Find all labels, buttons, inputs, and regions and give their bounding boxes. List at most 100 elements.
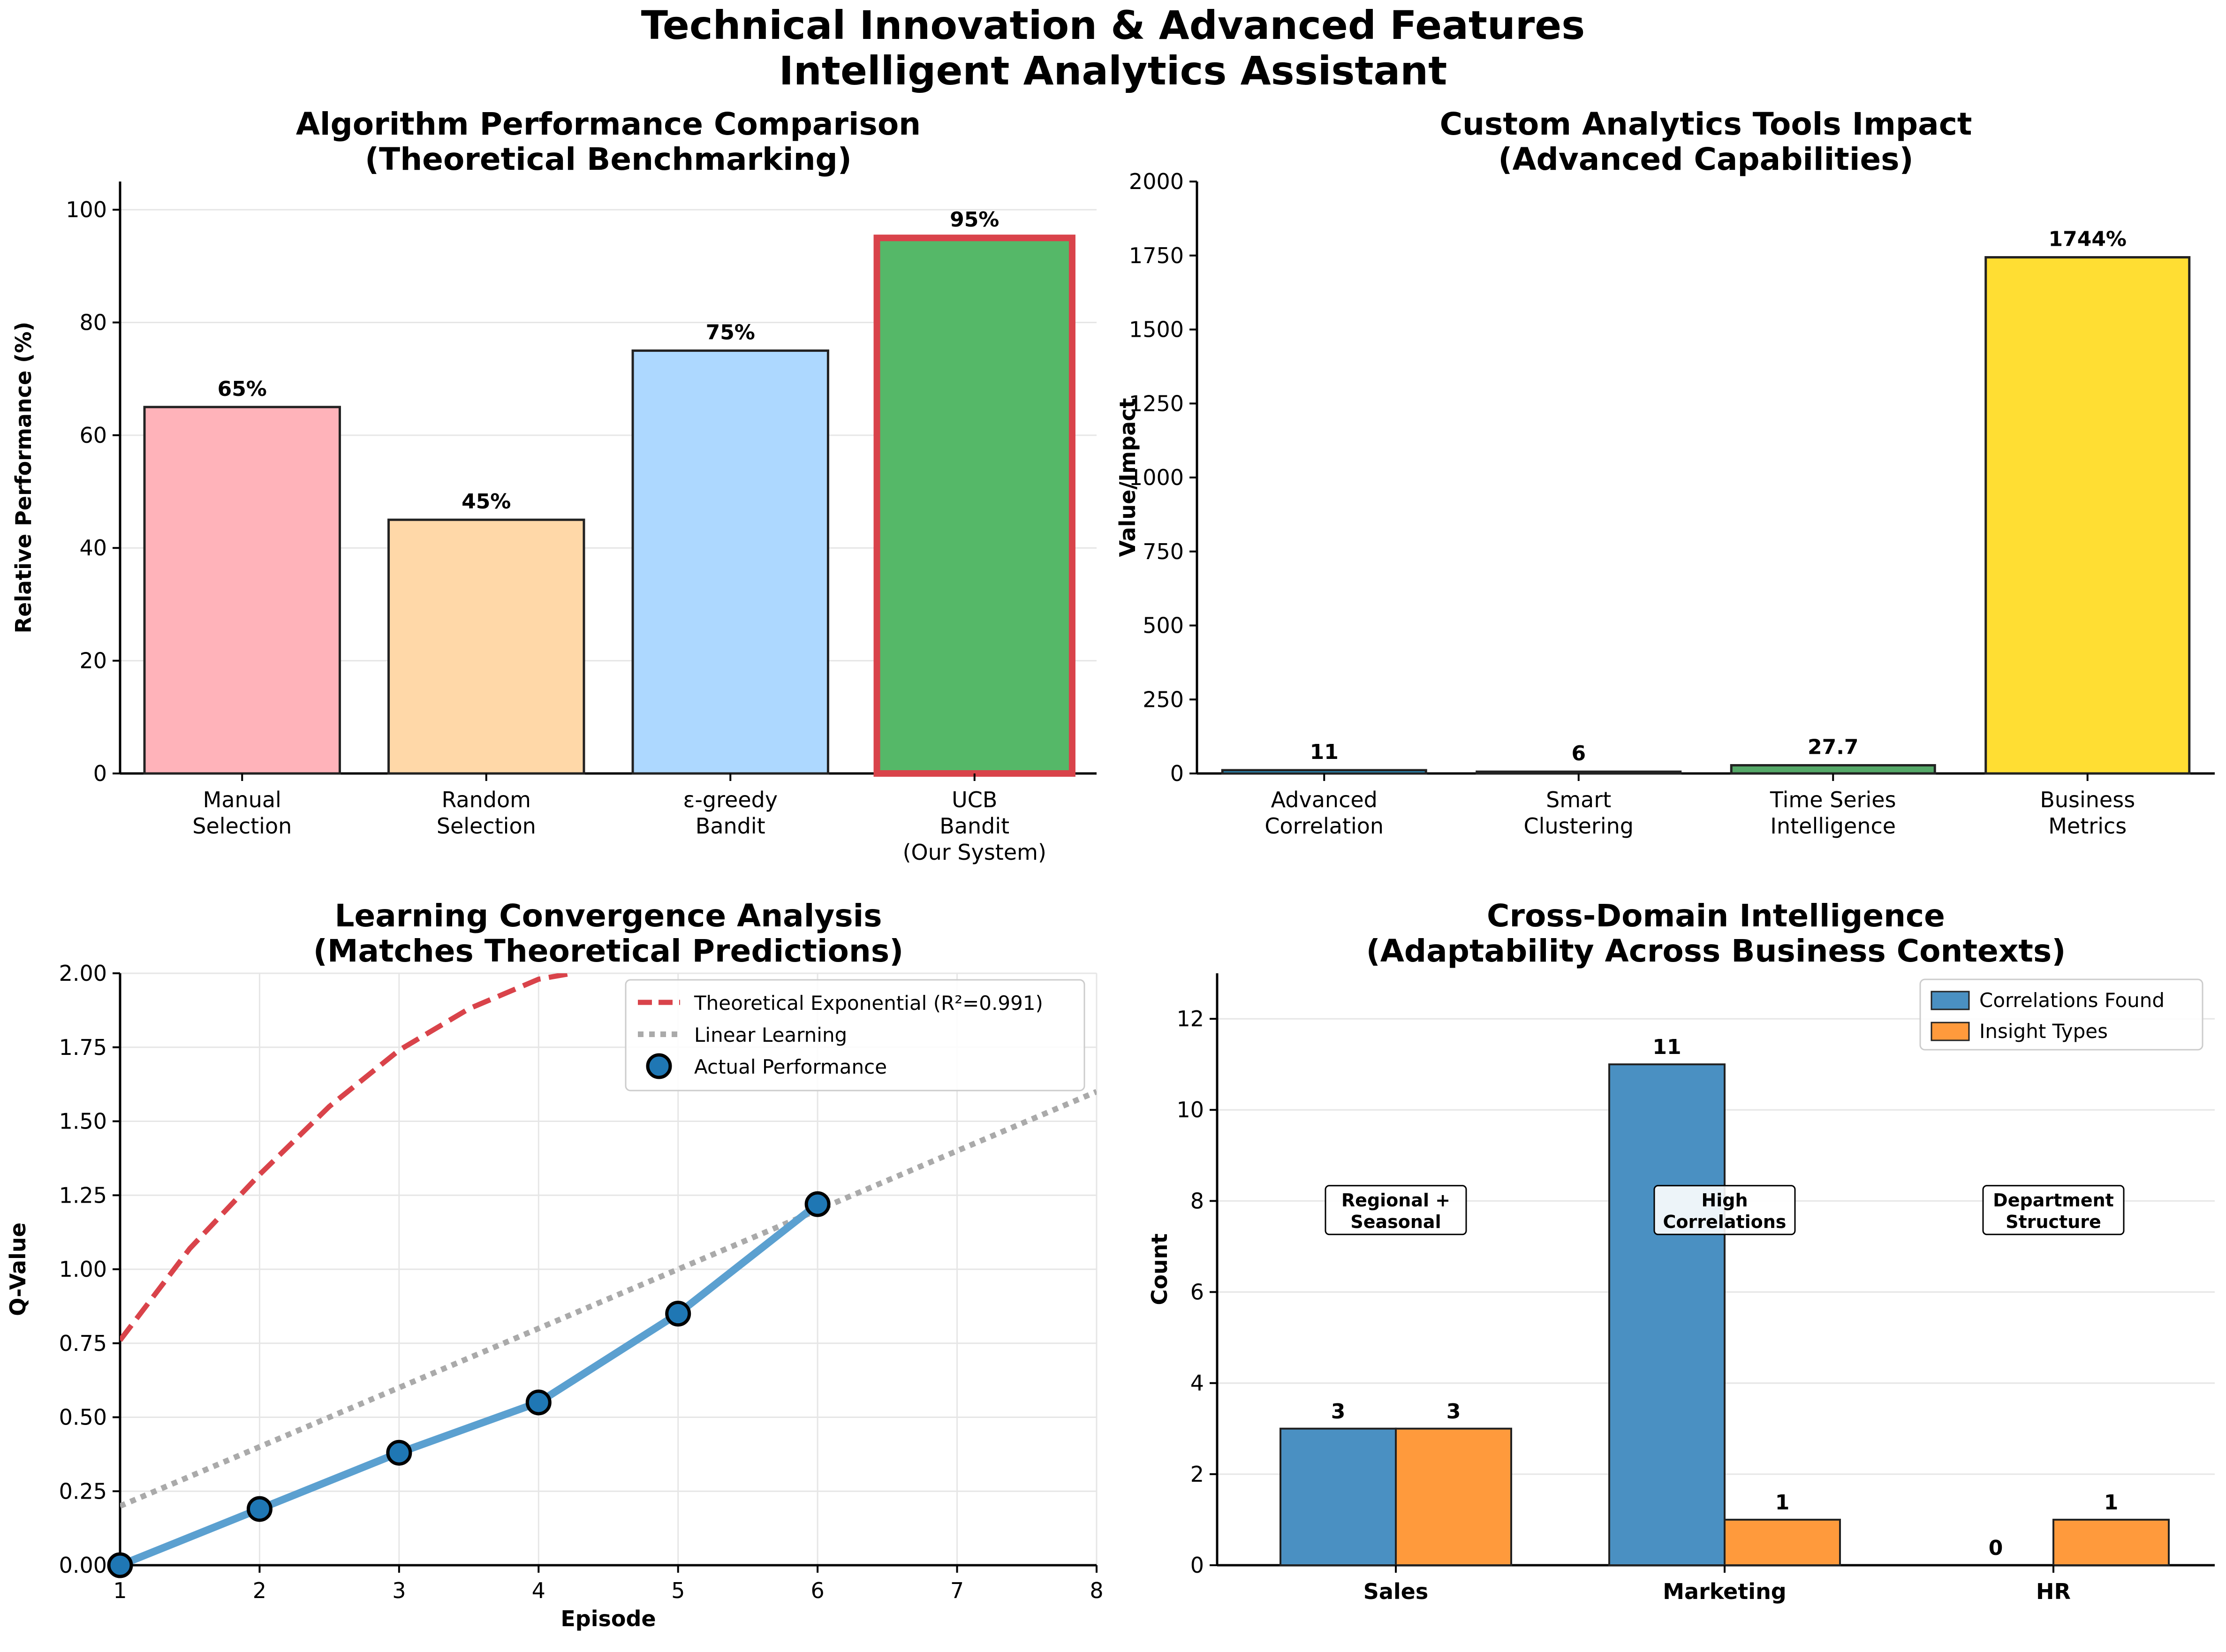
chart-subtitle: (Matches Theoretical Predictions) bbox=[313, 933, 904, 969]
y-tick-label: 60 bbox=[79, 423, 107, 448]
bar bbox=[873, 235, 1075, 777]
x-tick-label: Random bbox=[442, 787, 531, 812]
x-tick-label: UCB bbox=[952, 787, 997, 812]
legend-label: Insight Types bbox=[1979, 1020, 2108, 1043]
y-tick-label: 0 bbox=[93, 761, 107, 786]
y-tick-label: 750 bbox=[1143, 539, 1184, 564]
actual-performance-point bbox=[665, 1301, 691, 1327]
linear-learning-line bbox=[120, 1089, 1097, 1509]
bar-value-label: 27.7 bbox=[1808, 735, 1859, 759]
plot-area bbox=[120, 973, 1097, 1565]
bar bbox=[1608, 1063, 1726, 1566]
chart-title: Learning Convergence Analysis bbox=[334, 898, 882, 934]
bar bbox=[1280, 1427, 1397, 1567]
x-tick-label: Selection bbox=[192, 813, 292, 839]
y-tick-label: 2 bbox=[1190, 1462, 1204, 1487]
bar bbox=[1395, 1427, 1512, 1567]
y-tick-label: 100 bbox=[66, 197, 107, 222]
bar bbox=[1476, 770, 1682, 775]
x-tick-label: Metrics bbox=[2048, 813, 2127, 839]
y-tick-label: 12 bbox=[1176, 1006, 1204, 1031]
bar-value-label: 65% bbox=[218, 377, 267, 401]
x-tick-label: 5 bbox=[671, 1578, 685, 1603]
x-tick-label: Smart bbox=[1546, 787, 1611, 812]
y-tick-label: 80 bbox=[79, 310, 107, 335]
x-tick-label: Time Series bbox=[1770, 787, 1896, 812]
legend-swatch bbox=[1931, 991, 1970, 1010]
bar bbox=[1724, 1518, 1841, 1567]
y-tick-label: 500 bbox=[1143, 613, 1184, 638]
y-tick-label: 1250 bbox=[1129, 391, 1184, 416]
figure-title-line1: Technical Innovation & Advanced Features bbox=[641, 2, 1585, 48]
x-tick-label: 4 bbox=[532, 1578, 545, 1603]
y-tick-label: 8 bbox=[1190, 1188, 1204, 1213]
annotation-text: Structure bbox=[2006, 1212, 2101, 1232]
annotation-text: Department bbox=[1993, 1190, 2114, 1211]
annotation-box bbox=[1325, 1185, 1467, 1235]
learning-convergence-chart: 0.00 0.25 0.50 0.75 1.00 1.25 1.50 1.75 2.00 Lear… bbox=[5, 898, 1104, 1631]
chart-subtitle: (Advanced Capabilities) bbox=[1498, 141, 1913, 177]
x-tick-label: Correlation bbox=[1264, 813, 1384, 839]
x-tick-label: Intelligence bbox=[1770, 813, 1896, 839]
bar-value-label: 0 bbox=[1989, 1536, 2003, 1560]
legend: Correlations Found Insight Types bbox=[1919, 978, 2203, 1051]
bar-value-label: 75% bbox=[706, 321, 755, 345]
x-axis-label: Episode bbox=[560, 1606, 656, 1631]
chart-title: Algorithm Performance Comparison bbox=[296, 106, 921, 142]
x-tick-label: Sales bbox=[1363, 1579, 1429, 1604]
y-tick-label: 0.25 bbox=[59, 1478, 107, 1504]
y-tick-label: 0 bbox=[1190, 1553, 1204, 1578]
x-tick-label: Advanced bbox=[1271, 787, 1378, 812]
legend-box bbox=[1919, 978, 2203, 1051]
algorithm-performance-chart: 0 20 40 60 80 100 Algorithm Performance Compar… bbox=[11, 106, 1097, 865]
x-tick-label: ε-greedy bbox=[683, 787, 778, 812]
y-tick-label: 0.50 bbox=[59, 1405, 107, 1430]
x-tick-label: (Our System) bbox=[903, 840, 1046, 865]
x-tick-label: 7 bbox=[950, 1578, 964, 1603]
bar bbox=[2052, 1518, 2170, 1567]
x-tick-label: Selection bbox=[437, 813, 536, 839]
annotation-box bbox=[1653, 1185, 1796, 1235]
theoretical-exponential-line bbox=[120, 973, 573, 1342]
y-axis-label: Relative Performance (%) bbox=[11, 322, 36, 634]
figure-title-line2: Intelligent Analytics Assistant bbox=[779, 48, 1447, 94]
legend-swatch-actual bbox=[646, 1053, 672, 1079]
legend: Theoretical Exponential (R²=0.991) Linear… bbox=[625, 979, 1085, 1091]
x-tick-label: 8 bbox=[1090, 1578, 1103, 1603]
annotation-box bbox=[1982, 1185, 2125, 1235]
y-tick-label: 1500 bbox=[1129, 317, 1184, 342]
bar-value-label: 1 bbox=[1775, 1491, 1790, 1515]
y-tick-label: 10 bbox=[1176, 1097, 1204, 1122]
y-tick-label: 1750 bbox=[1129, 243, 1184, 268]
actual-performance-point bbox=[246, 1496, 273, 1522]
actual-performance-line bbox=[120, 1201, 820, 1565]
x-tick-label: HR bbox=[2036, 1579, 2071, 1604]
bar bbox=[1221, 769, 1427, 775]
legend-label: Theoretical Exponential (R²=0.991) bbox=[694, 992, 1043, 1015]
y-tick-label: 250 bbox=[1143, 687, 1184, 712]
bar bbox=[631, 349, 829, 775]
y-axis-label: Value/Impact bbox=[1115, 398, 1140, 557]
y-tick-label: 0.75 bbox=[59, 1331, 107, 1356]
y-tick-label: 0.00 bbox=[59, 1553, 107, 1578]
actual-performance-point bbox=[386, 1440, 412, 1466]
y-tick-label: 1.25 bbox=[59, 1182, 107, 1208]
y-tick-label: 20 bbox=[79, 648, 107, 674]
bar-value-label: 95% bbox=[950, 208, 999, 232]
legend-label: Linear Learning bbox=[694, 1023, 847, 1046]
y-axis-label: Count bbox=[1147, 1234, 1172, 1305]
chart-title: Cross-Domain Intelligence bbox=[1487, 898, 1945, 934]
y-tick-label: 2.00 bbox=[59, 961, 107, 986]
bar-value-label: 6 bbox=[1571, 742, 1586, 765]
x-tick-label: 2 bbox=[253, 1578, 266, 1603]
bar-value-label: 11 bbox=[1652, 1035, 1681, 1059]
bar-value-label: 11 bbox=[1310, 740, 1339, 764]
x-tick-label: 6 bbox=[811, 1578, 825, 1603]
bar bbox=[1984, 256, 2191, 775]
annotation-text: Regional + bbox=[1341, 1190, 1450, 1211]
legend-box bbox=[625, 979, 1085, 1091]
y-tick-label: 1.00 bbox=[59, 1257, 107, 1282]
bar bbox=[387, 518, 585, 775]
analytics-tools-impact-chart: 0 250 500 750 1000 1250 1500 1750 2000 Custom Ana… bbox=[1115, 106, 2215, 839]
